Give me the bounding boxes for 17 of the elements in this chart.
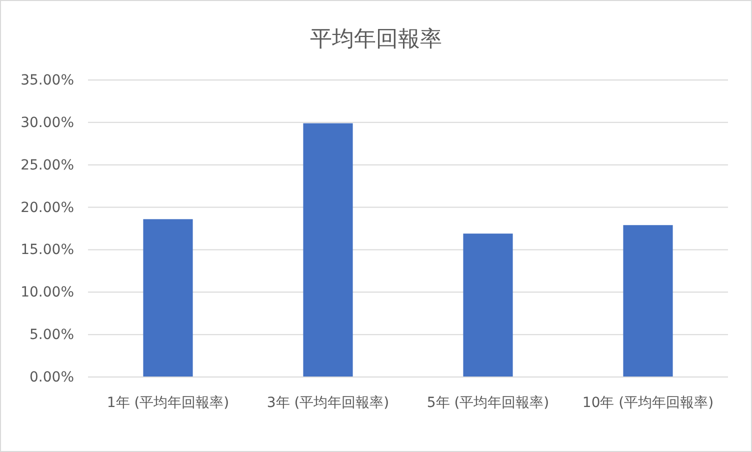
- bar: [463, 234, 513, 377]
- y-tick-label: 30.00%: [20, 114, 74, 131]
- bar: [143, 219, 193, 377]
- x-tick-label: 10年 (平均年回報率): [582, 394, 714, 411]
- x-tick-label: 1年 (平均年回報率): [106, 394, 230, 411]
- y-tick-label: 15.00%: [20, 242, 74, 258]
- y-tick-label: 5.00%: [30, 327, 74, 344]
- y-tick-label: 35.00%: [20, 72, 74, 88]
- bar: [623, 225, 673, 377]
- bar: [303, 123, 353, 377]
- y-tick-label: 0.00%: [30, 369, 74, 386]
- y-tick-label: 10.00%: [20, 284, 74, 301]
- chart-title: 平均年回報率: [310, 27, 442, 52]
- y-tick-label: 25.00%: [20, 157, 74, 174]
- y-tick-label: 20.00%: [20, 200, 74, 216]
- x-tick-label: 5年 (平均年回報率): [426, 394, 550, 411]
- x-tick-label: 3年 (平均年回報率): [266, 394, 390, 411]
